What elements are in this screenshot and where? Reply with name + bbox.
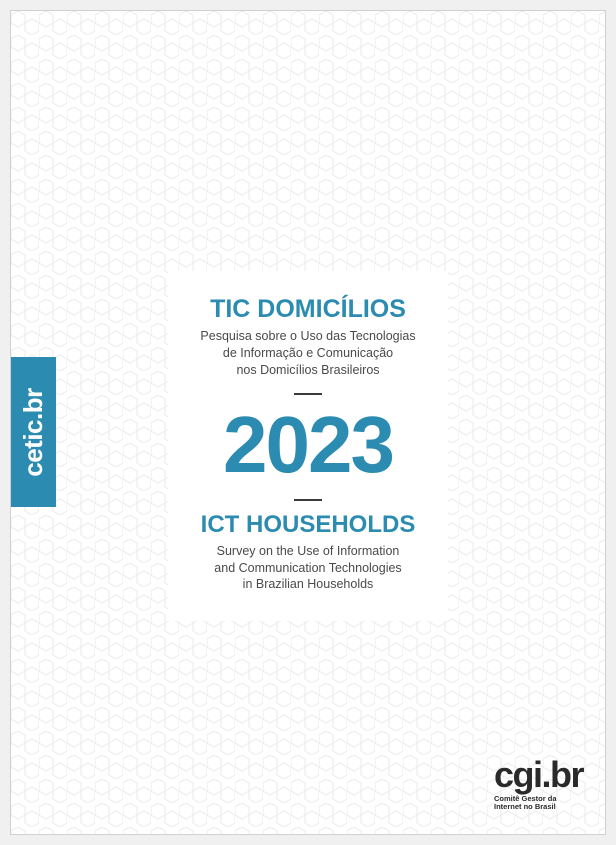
title-portuguese: TIC DOMICÍLIOS (184, 295, 432, 324)
divider-top (294, 393, 322, 395)
subtitle-en-line2: and Communication Technologies (214, 561, 401, 575)
title-english: ICT HOUSEHOLDS (184, 511, 432, 539)
divider-bottom (294, 499, 322, 501)
cgi-organization-name: Comitê Gestor da Internet no Brasil (494, 795, 583, 812)
subtitle-en-line3: in Brazilian Households (243, 577, 374, 591)
subtitle-pt-line2: de Informação e Comunicação (223, 346, 393, 360)
org-line2: Internet no Brasil (494, 802, 556, 811)
subtitle-en-line1: Survey on the Use of Information (217, 544, 400, 558)
subtitle-english: Survey on the Use of Information and Com… (184, 543, 432, 594)
report-year: 2023 (184, 405, 432, 485)
publisher-name: cetic.br (18, 388, 49, 477)
publisher-side-tab: cetic.br (10, 357, 56, 507)
report-cover-page: cetic.br TIC DOMICÍLIOS Pesquisa sobre o… (10, 10, 606, 835)
subtitle-pt-line1: Pesquisa sobre o Uso das Tecnologias (200, 329, 415, 343)
footer-organization-logo: cgi.br Comitê Gestor da Internet no Bras… (494, 760, 583, 812)
title-panel: TIC DOMICÍLIOS Pesquisa sobre o Uso das … (168, 271, 448, 621)
subtitle-pt-line3: nos Domicílios Brasileiros (236, 363, 379, 377)
subtitle-portuguese: Pesquisa sobre o Uso das Tecnologias de … (184, 328, 432, 379)
cgi-logo-text: cgi.br (494, 760, 583, 791)
